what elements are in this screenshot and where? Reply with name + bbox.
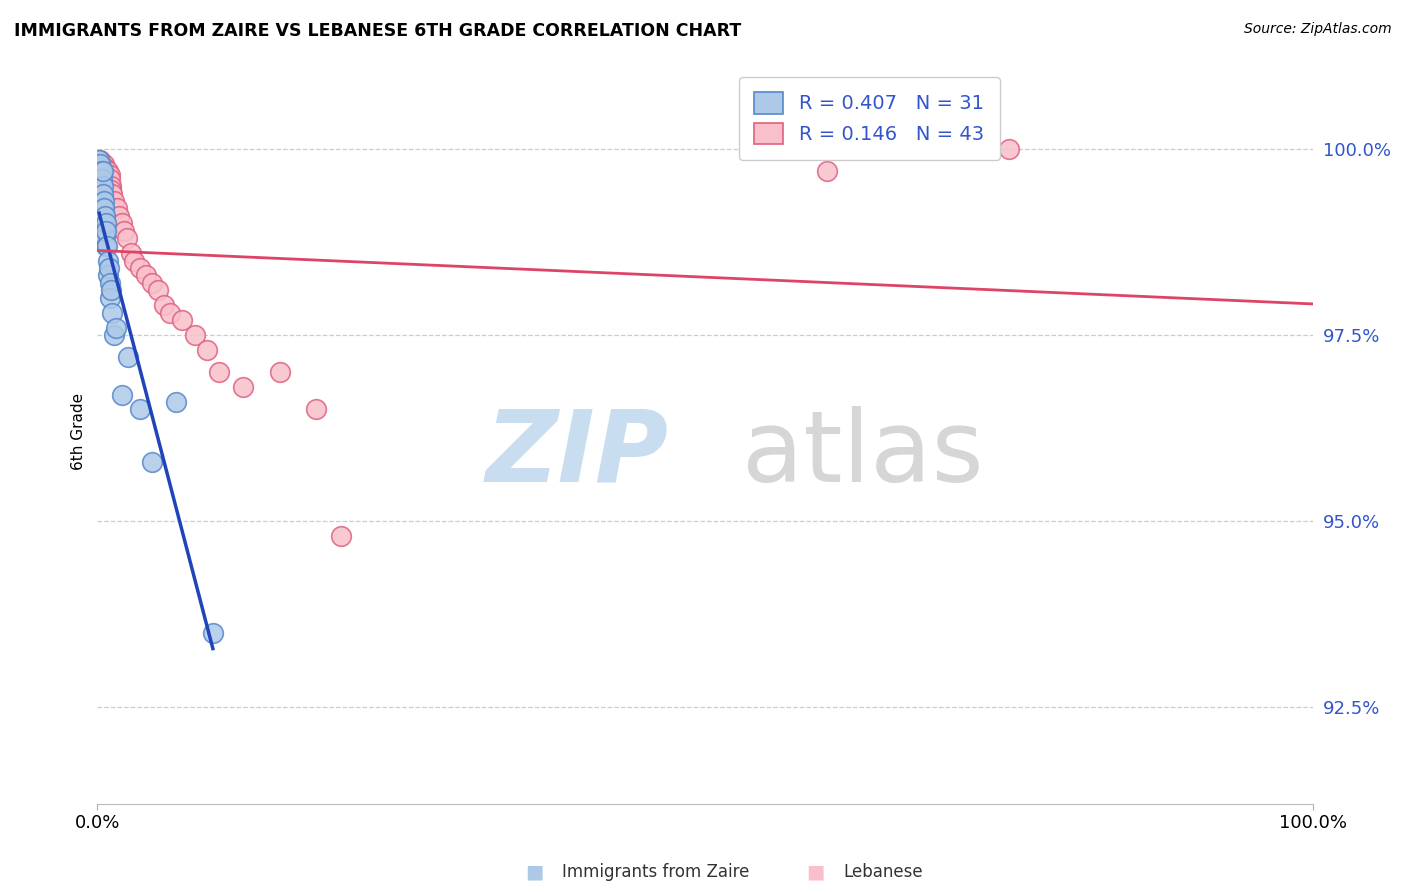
Point [120,246,142,260]
Point [97,164,120,178]
Point [94,216,117,230]
Point [100,179,122,194]
Point [998,142,1021,156]
Point [329,529,352,543]
Point [90,157,112,171]
Point [153,298,176,312]
Point [103,194,125,208]
Point [103,328,125,343]
Point [98,171,121,186]
Point [141,454,163,468]
Point [94,231,117,245]
Point [141,276,163,290]
Point [98,276,121,290]
Point [89,153,111,167]
Point [101,186,124,201]
Text: Source: ZipAtlas.com: Source: ZipAtlas.com [1244,22,1392,37]
Point [115,231,138,245]
Point [93,202,115,216]
Point [183,328,205,343]
Point [97,268,120,283]
Point [111,387,134,401]
Text: atlas: atlas [742,406,983,502]
Point [97,253,120,268]
Point [93,209,115,223]
Point [100,183,122,197]
Point [165,395,187,409]
Point [94,238,117,252]
Point [91,161,114,175]
Point [208,365,231,379]
Point [104,320,127,334]
Point [269,365,291,379]
Text: ■: ■ [524,863,544,882]
Point [93,164,115,178]
Text: Lebanese: Lebanese [844,863,924,881]
Point [100,284,122,298]
Point [129,260,152,275]
Point [815,164,838,178]
Point [96,238,118,252]
Point [129,402,152,417]
Point [93,164,115,178]
Point [117,351,139,365]
Point [90,171,112,186]
Point [112,224,135,238]
Point [146,284,169,298]
Point [94,161,117,175]
Text: Immigrants from Zaire: Immigrants from Zaire [562,863,749,881]
Point [96,171,118,186]
Point [101,306,124,320]
Point [93,157,115,171]
Point [93,194,115,208]
Point [876,142,898,156]
Point [94,224,117,238]
Point [159,306,181,320]
Text: IMMIGRANTS FROM ZAIRE VS LEBANESE 6TH GRADE CORRELATION CHART: IMMIGRANTS FROM ZAIRE VS LEBANESE 6TH GR… [14,22,741,40]
Point [97,176,120,190]
Point [305,402,328,417]
Point [94,164,117,178]
Point [97,171,120,186]
Point [105,202,128,216]
Point [98,168,121,182]
Point [91,179,114,194]
Point [108,209,131,223]
Point [97,260,120,275]
Point [232,380,254,394]
Point [96,224,118,238]
Point [201,625,224,640]
Text: ZIP: ZIP [486,406,669,502]
Point [122,253,145,268]
Point [111,216,134,230]
Point [318,871,340,886]
Point [91,186,114,201]
Y-axis label: 6th Grade: 6th Grade [72,393,86,470]
Legend: R = 0.407   N = 31, R = 0.146   N = 43: R = 0.407 N = 31, R = 0.146 N = 43 [738,77,1000,160]
Point [89,157,111,171]
Point [90,164,112,178]
Point [98,291,121,305]
Point [96,168,118,182]
Point [195,343,218,357]
Text: ■: ■ [806,863,825,882]
Point [89,153,111,167]
Point [135,268,157,283]
Point [172,313,194,327]
